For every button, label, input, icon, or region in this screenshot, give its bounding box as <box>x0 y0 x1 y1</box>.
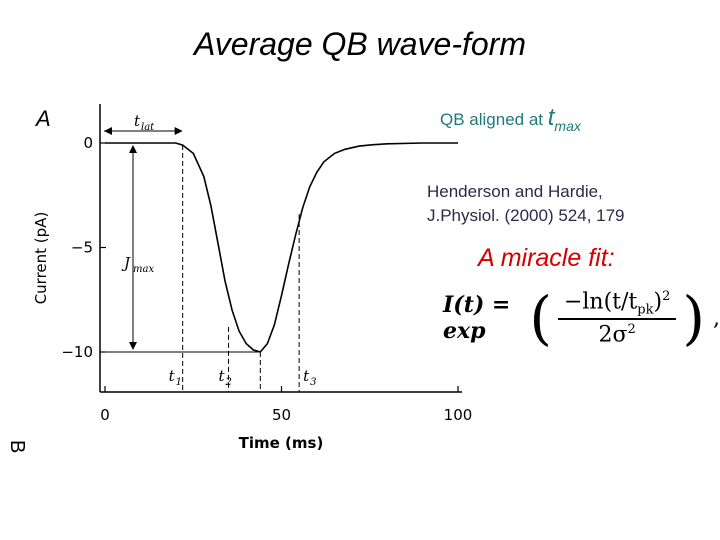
y-axis-label: Current (pA) <box>32 212 50 305</box>
t-label-sub: 1 <box>176 377 182 388</box>
t-lat-label: t <box>134 112 141 130</box>
aligned-var-sub: max <box>554 117 581 134</box>
j-max-label: J <box>121 254 131 272</box>
y-tick-label: −10 <box>61 343 93 361</box>
aligned-note: QB aligned at tmax <box>440 104 581 134</box>
numerator-sub: pk <box>637 302 654 318</box>
guide-lines <box>100 145 300 392</box>
qb-waveform-line <box>105 142 458 353</box>
aligned-var-t: t <box>547 104 555 131</box>
numerator-tail: ) <box>653 289 663 315</box>
t-label: t <box>169 367 176 385</box>
y-tick-label: 0 <box>83 134 93 152</box>
axis-ticks: 0 −5 −10 0 50 100 <box>61 134 472 424</box>
numerator-text: −ln(t/t <box>563 289 638 315</box>
t-label: t <box>303 367 310 385</box>
j-max-sub: max <box>133 264 154 275</box>
t-label-sub: 3 <box>310 377 316 388</box>
plot-frame <box>99 104 462 393</box>
t-lat-sub: lat <box>141 122 155 133</box>
reference-line-2: J.Physiol. (2000) 524, 179 <box>427 206 625 225</box>
reference-line-1: Henderson and Hardie, <box>427 182 603 201</box>
denominator-text: 2σ <box>598 322 628 348</box>
formula-right-paren: ) <box>682 284 705 352</box>
formula-comma: , <box>713 305 720 331</box>
formula-fraction: −ln(t/tpk)2 2σ2 <box>557 288 677 347</box>
jmax-arrow-head-bottom <box>129 342 137 350</box>
formula-left-paren: ( <box>529 284 552 352</box>
aligned-text: QB aligned at <box>440 110 544 129</box>
x-tick-label: 0 <box>100 406 110 424</box>
latency-arrow-head-left <box>104 127 112 135</box>
panel-letter: A <box>36 106 51 131</box>
formula-numerator: −ln(t/tpk)2 <box>557 288 677 320</box>
x-axis-label: Time (ms) <box>239 434 324 452</box>
slide-title: Average QB wave-form <box>194 26 526 62</box>
reference: Henderson and Hardie, J.Physiol. (2000) … <box>427 180 625 228</box>
t-label: t <box>219 367 226 385</box>
fit-formula: I(t) = exp ( −ln(t/tpk)2 2σ2 ) , <box>443 282 720 354</box>
denominator-sup: 2 <box>627 321 636 337</box>
t-label-sub: 2 <box>225 377 232 388</box>
numerator-sup: 2 <box>662 288 671 304</box>
latency-arrow-head-right <box>174 127 183 135</box>
aligned-var: tmax <box>547 104 581 134</box>
jmax-arrow-head-top <box>129 145 137 153</box>
x-tick-label: 100 <box>444 406 473 424</box>
y-tick-label: −5 <box>71 239 93 257</box>
x-tick-label: 50 <box>272 406 291 424</box>
formula-denominator: 2σ2 <box>593 320 642 347</box>
miracle-fit-text: A miracle fit: <box>478 244 615 272</box>
formula-lhs: I(t) = exp <box>443 292 511 344</box>
